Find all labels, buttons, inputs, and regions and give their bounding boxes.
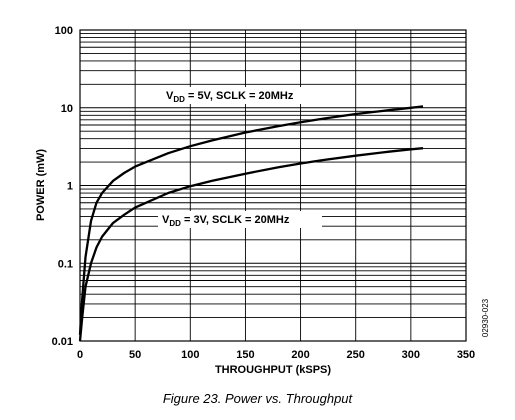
y-tick-label: 10 xyxy=(61,103,73,115)
x-tick-label: 50 xyxy=(129,349,141,361)
y-tick-label: 100 xyxy=(55,25,73,37)
power-vs-throughput-chart: 0 50 100 150 200 250 300 350 0.01 0.1 1 10 100 VDD =… xyxy=(35,25,490,376)
label-background xyxy=(158,211,322,228)
series-label-3v: VDD = 3V, SCLK = 20MHz xyxy=(158,211,322,228)
figure-code: 02930-023 xyxy=(481,298,490,337)
y-axis-title: POWER (mW) xyxy=(35,149,47,221)
series-line-3v xyxy=(78,147,424,342)
figure-caption: Figure 23. Power vs. Throughput xyxy=(162,391,353,406)
series-label-text: VDD = 3V, SCLK = 20MHz xyxy=(162,214,290,228)
x-tick-label: 200 xyxy=(291,349,309,361)
series-label-5v: VDD = 5V, SCLK = 20MHz xyxy=(162,87,322,104)
x-axis-title: THROUGHPUT (kSPS) xyxy=(215,364,331,376)
series-label-text: VDD = 5V, SCLK = 20MHz xyxy=(166,90,294,104)
x-tick-label: 250 xyxy=(347,349,365,361)
y-tick-label: 1 xyxy=(67,181,73,193)
y-tick-label: 0.1 xyxy=(58,258,73,270)
label-background xyxy=(162,87,322,104)
x-tick-label: 300 xyxy=(402,349,420,361)
x-tick-label: 350 xyxy=(457,349,475,361)
series-line-5v xyxy=(78,105,424,335)
tick-labels: 0 50 100 150 200 250 300 350 0.01 0.1 1 10 100 xyxy=(52,25,476,361)
x-tick-label: 150 xyxy=(236,349,254,361)
curves xyxy=(78,105,424,342)
x-tick-label: 0 xyxy=(77,349,83,361)
x-tick-label: 100 xyxy=(181,349,199,361)
grid xyxy=(80,30,466,341)
y-tick-label: 0.01 xyxy=(52,336,73,348)
